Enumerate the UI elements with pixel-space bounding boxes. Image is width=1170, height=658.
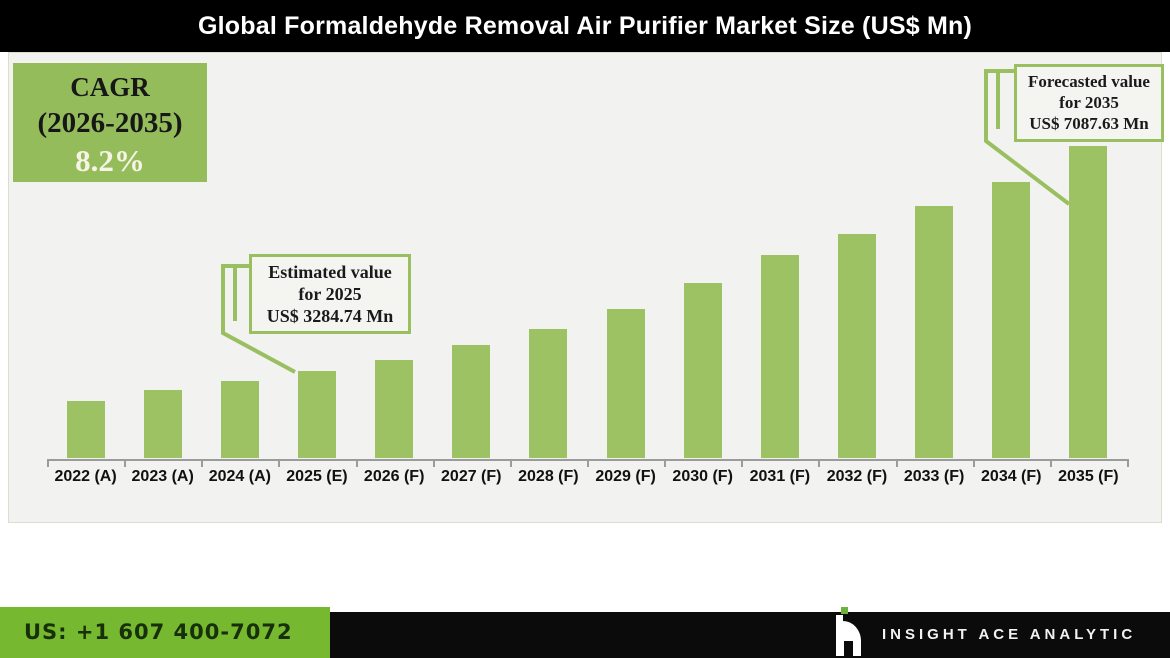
bar-2033: [915, 206, 954, 458]
forecasted-callout-value: US$ 7087.63 Mn: [1029, 114, 1149, 133]
callout-connector-lines: [221, 69, 1071, 374]
x-axis-label: 2033 (F): [903, 468, 965, 485]
x-axis-label: 2031 (F): [749, 468, 811, 485]
x-axis-label: 2028 (F): [518, 468, 579, 485]
bar-2028: [529, 329, 568, 458]
estimated-callout-line2: for 2025: [298, 284, 362, 304]
axis-tick: [587, 460, 589, 467]
axis-tick: [278, 460, 281, 467]
bar-2029: [606, 309, 645, 458]
x-axis-label: 2035 (F): [1058, 468, 1119, 485]
axis-tick: [895, 460, 898, 467]
forecasted-value-callout: Forecasted value for 2035 US$ 7087.63 Mn: [1014, 64, 1164, 142]
axis-tick: [1049, 460, 1052, 467]
phone-number: US: +1 607 400-7072: [24, 620, 293, 644]
axis-tick: [664, 460, 667, 467]
forecasted-callout-line1: Forecasted value: [1028, 72, 1150, 91]
cagr-period: (2026-2035): [37, 107, 183, 139]
chart-title: Global Formaldehyde Removal Air Purifier…: [198, 12, 972, 40]
company-banner: INSIGHT ACE ANALYTIC: [330, 607, 1170, 658]
axis-tick: [355, 460, 358, 467]
phone-banner: US: +1 607 400-7072: [0, 607, 330, 658]
axis-tick: [432, 460, 435, 467]
bar-2030: [683, 283, 722, 458]
bar-2026: [375, 360, 414, 458]
bar-2035: [1069, 146, 1108, 458]
title-bar: Global Formaldehyde Removal Air Purifier…: [0, 0, 1170, 52]
insight-ace-logo-icon: [836, 607, 862, 656]
bar-2027: [452, 345, 491, 458]
forecasted-callout-line2: for 2035: [1059, 93, 1119, 112]
cagr-box: CAGR (2026-2035) 8.2%: [13, 63, 207, 182]
axis-tick: [818, 460, 821, 467]
cagr-label: CAGR: [70, 72, 150, 102]
bar-2025: [298, 371, 336, 458]
x-axis-label: 2034 (F): [981, 468, 1042, 485]
axis-tick: [124, 460, 127, 467]
x-axis-label: 2032 (F): [826, 468, 888, 485]
x-axis-label: 2024 (A): [208, 468, 271, 485]
company-name: INSIGHT ACE ANALYTIC: [882, 626, 1137, 643]
x-axis-label: 2022 (A): [54, 468, 117, 485]
axis-tick: [972, 460, 975, 467]
x-axis-label: 2027 (F): [441, 468, 502, 485]
estimated-value-callout: Estimated value for 2025 US$ 3284.74 Mn: [249, 254, 411, 334]
contributors-strip: Market Contributors: Honeywell Panasonic…: [0, 523, 1170, 607]
estimated-callout-line1: Estimated value: [268, 262, 392, 282]
x-axis-label: 2023 (A): [131, 468, 194, 485]
axis-tick: [1127, 460, 1129, 467]
axis-tick: [509, 460, 512, 467]
bar-2022: [66, 400, 105, 458]
axis-tick: [201, 460, 204, 467]
chart-panel: CAGR (2026-2035) 8.2% Estimated value fo…: [8, 52, 1164, 523]
bar-2024: [220, 380, 259, 458]
bar-2034: [992, 181, 1031, 458]
x-axis-label: 2030 (F): [672, 468, 733, 485]
axis-tick: [47, 460, 49, 467]
bar-2023: [143, 390, 182, 458]
bar-2031: [760, 255, 799, 458]
axis-tick: [741, 460, 744, 467]
x-axis-label: 2029 (F): [595, 468, 656, 485]
x-axis-label: 2026 (F): [363, 468, 425, 485]
cagr-value: 8.2%: [75, 143, 145, 178]
bar-2032: [838, 234, 876, 458]
x-axis-label: 2025 (E): [286, 468, 348, 485]
estimated-callout-value: US$ 3284.74 Mn: [266, 306, 394, 326]
